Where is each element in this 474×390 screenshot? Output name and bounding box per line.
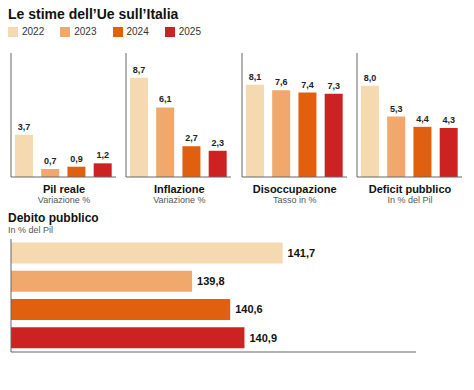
svg-text:139,8: 139,8 (197, 275, 225, 287)
svg-text:6,1: 6,1 (159, 94, 172, 104)
html-text:Variazione %: Variazione % (153, 195, 206, 205)
html-text:Inflazione: Inflazione (154, 183, 205, 195)
svg-text:4,4: 4,4 (416, 114, 429, 124)
svg-text:141,7: 141,7 (288, 247, 316, 259)
html-text:2025: 2025 (178, 26, 201, 37)
svg-text:8,0: 8,0 (364, 73, 377, 83)
html-text:Deficit pubblico: Deficit pubblico (368, 183, 452, 195)
svg-text:3,7: 3,7 (18, 122, 31, 132)
svg-text:140,6: 140,6 (235, 303, 263, 315)
svg-text:8,7: 8,7 (133, 65, 146, 75)
html-text:Disoccupazione: Disoccupazione (252, 183, 337, 195)
svg-text:7,4: 7,4 (301, 80, 314, 90)
html-text:2023: 2023 (74, 26, 97, 37)
html-text:In % del Pil: In % del Pil (8, 225, 53, 235)
svg-text:0,9: 0,9 (70, 154, 83, 164)
svg-text:0,7: 0,7 (44, 156, 57, 166)
svg-text:7,6: 7,6 (275, 77, 288, 87)
svg-text:140,9: 140,9 (249, 332, 277, 344)
html-text:Debito pubblico: Debito pubblico (8, 211, 99, 225)
html-text:Tasso in %: Tasso in % (272, 195, 317, 205)
svg-text:2,3: 2,3 (212, 138, 225, 148)
html-text:In % del Pil: In % del Pil (387, 195, 433, 205)
html-text:2024: 2024 (126, 26, 149, 37)
html-text:Pil reale: Pil reale (42, 183, 86, 195)
svg-text:1,2: 1,2 (96, 150, 109, 160)
svg-text:4,3: 4,3 (442, 115, 455, 125)
svg-text:7,3: 7,3 (327, 81, 340, 91)
html-text:Variazione %: Variazione % (37, 195, 91, 205)
svg-text:2,7: 2,7 (186, 133, 199, 143)
svg-text:5,3: 5,3 (390, 104, 403, 114)
svg-text:8,1: 8,1 (248, 72, 261, 82)
html-text:Le stime dell’Ue sull’Italia: Le stime dell’Ue sull’Italia (8, 6, 179, 22)
html-text:2022: 2022 (22, 26, 45, 37)
